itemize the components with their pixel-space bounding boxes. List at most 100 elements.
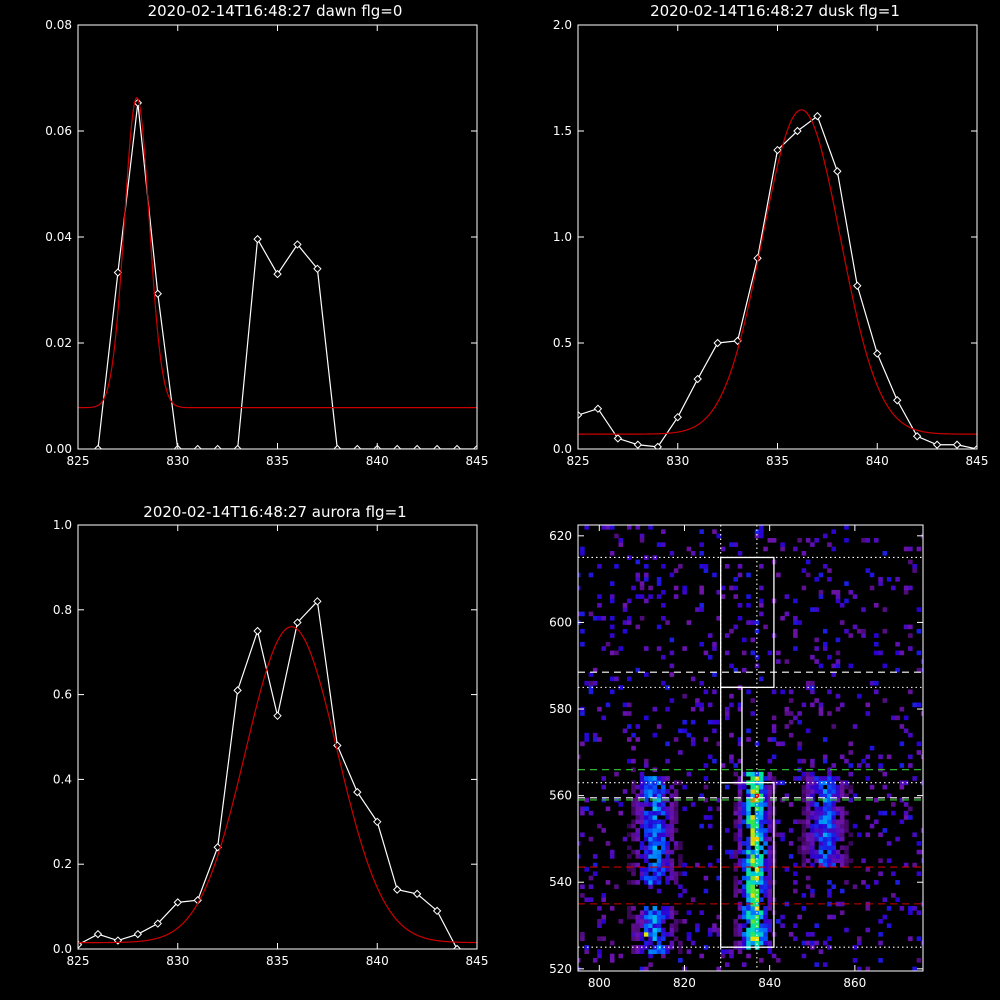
heatmap-pixel	[903, 802, 909, 807]
heatmap-pixel	[848, 589, 854, 595]
heatmap-pixel	[754, 819, 760, 825]
heatmap-pixel	[733, 849, 739, 855]
dusk-data-point	[693, 374, 702, 384]
heatmap-pixel	[720, 546, 726, 552]
heatmap-pixel	[673, 819, 679, 825]
heatmap-pixel	[771, 728, 777, 734]
heatmap-pixel	[759, 884, 764, 890]
dusk-ytick-label: 2.0	[553, 18, 572, 32]
aurora-data-point	[452, 944, 462, 949]
aurora-xtick-label: 830	[166, 954, 189, 968]
heatmap-pixel	[920, 940, 923, 946]
heatmap-pixel	[631, 849, 636, 855]
dawn-ytick-label: 0.06	[45, 124, 72, 138]
image-ytick-label: 540	[549, 875, 572, 889]
heatmap-pixel	[652, 862, 658, 868]
heatmap-pixel	[788, 932, 794, 937]
heatmap-pixel	[814, 828, 819, 833]
heatmap-pixel	[737, 702, 743, 708]
heatmap-pixel	[759, 867, 764, 872]
heatmap-pixel	[839, 789, 845, 794]
heatmap-pixel	[750, 854, 756, 859]
heatmap-pixel	[746, 906, 751, 911]
heatmap-pixel	[759, 784, 764, 790]
heatmap-pixel	[895, 836, 900, 842]
heatmap-pixel	[784, 594, 790, 599]
heatmap-pixel	[644, 776, 649, 781]
heatmap-pixel	[733, 923, 739, 928]
heatmap-pixel	[678, 940, 683, 946]
heatmap-pixel	[741, 849, 747, 855]
heatmap-pixel	[861, 858, 866, 864]
heatmap-pixel	[665, 932, 670, 937]
heatmap-pixel	[626, 910, 632, 916]
heatmap-pixel	[631, 867, 636, 872]
heatmap-pixel	[750, 906, 756, 911]
heatmap-pixel	[878, 650, 883, 656]
heatmap-pixel	[844, 823, 849, 829]
heatmap-pixel	[771, 537, 777, 543]
heatmap-pixel	[750, 875, 756, 881]
heatmap-pixel	[699, 641, 704, 647]
heatmap-pixel	[746, 888, 751, 894]
heatmap-pixel	[652, 732, 658, 738]
heatmap-pixel	[793, 819, 798, 825]
heatmap-pixel	[648, 793, 653, 799]
heatmap-pixel	[865, 906, 871, 911]
heatmap-pixel	[720, 585, 726, 591]
heatmap-pixel	[835, 706, 841, 712]
heatmap-pixel	[827, 823, 832, 829]
heatmap-pixel	[673, 585, 679, 591]
heatmap-pixel	[776, 958, 781, 963]
heatmap-pixel	[609, 615, 615, 621]
heatmap-pixel	[763, 841, 768, 846]
heatmap-pixel	[729, 542, 734, 547]
heatmap-pixel	[631, 585, 636, 591]
heatmap-pixel	[869, 680, 875, 686]
heatmap-pixel	[580, 936, 585, 941]
heatmap-pixel	[908, 689, 913, 695]
heatmap-pixel	[631, 945, 636, 950]
heatmap-pixel	[644, 802, 649, 807]
heatmap-pixel	[746, 897, 751, 903]
heatmap-pixel	[712, 719, 717, 725]
heatmap-pixel	[690, 802, 696, 807]
heatmap-pixel	[669, 910, 675, 916]
heatmap-pixel	[767, 949, 773, 954]
dusk-data-point	[813, 111, 822, 121]
heatmap-pixel	[737, 572, 743, 578]
heatmap-pixel	[712, 927, 717, 933]
heatmap-pixel	[648, 819, 653, 825]
heatmap-pixel	[750, 927, 756, 933]
heatmap-pixel	[797, 745, 802, 751]
heatmap-pixel	[737, 819, 743, 825]
heatmap-pixel	[584, 525, 589, 530]
heatmap-pixel	[592, 680, 598, 686]
heatmap-pixel	[665, 706, 670, 712]
dusk-ytick-label: 0.0	[553, 442, 572, 456]
heatmap-pixel	[818, 780, 824, 786]
heatmap-pixel	[733, 667, 739, 673]
heatmap-pixel	[648, 932, 653, 937]
heatmap-pixel	[635, 559, 641, 565]
heatmap-pixel	[699, 823, 704, 829]
heatmap-pixel	[626, 854, 632, 859]
heatmap-pixel	[703, 784, 709, 790]
heatmap-pixel	[822, 841, 828, 846]
heatmap-pixel	[750, 862, 756, 868]
heatmap-pixel	[652, 875, 658, 881]
heatmap-pixel	[767, 884, 773, 890]
heatmap-pixel	[908, 910, 913, 916]
heatmap-pixel	[644, 563, 649, 569]
heatmap-pixel	[759, 923, 764, 928]
heatmap-pixel	[780, 689, 785, 695]
heatmap-pixel	[908, 906, 913, 911]
heatmap-pixel	[831, 776, 836, 781]
heatmap-pixel	[669, 802, 675, 807]
heatmap-pixel	[759, 828, 764, 833]
heatmap-pixel	[827, 945, 832, 950]
heatmap-pixel	[759, 871, 764, 877]
dawn-xtick-label: 835	[266, 454, 289, 468]
heatmap-pixel	[767, 940, 773, 946]
heatmap-pixel	[737, 706, 743, 712]
